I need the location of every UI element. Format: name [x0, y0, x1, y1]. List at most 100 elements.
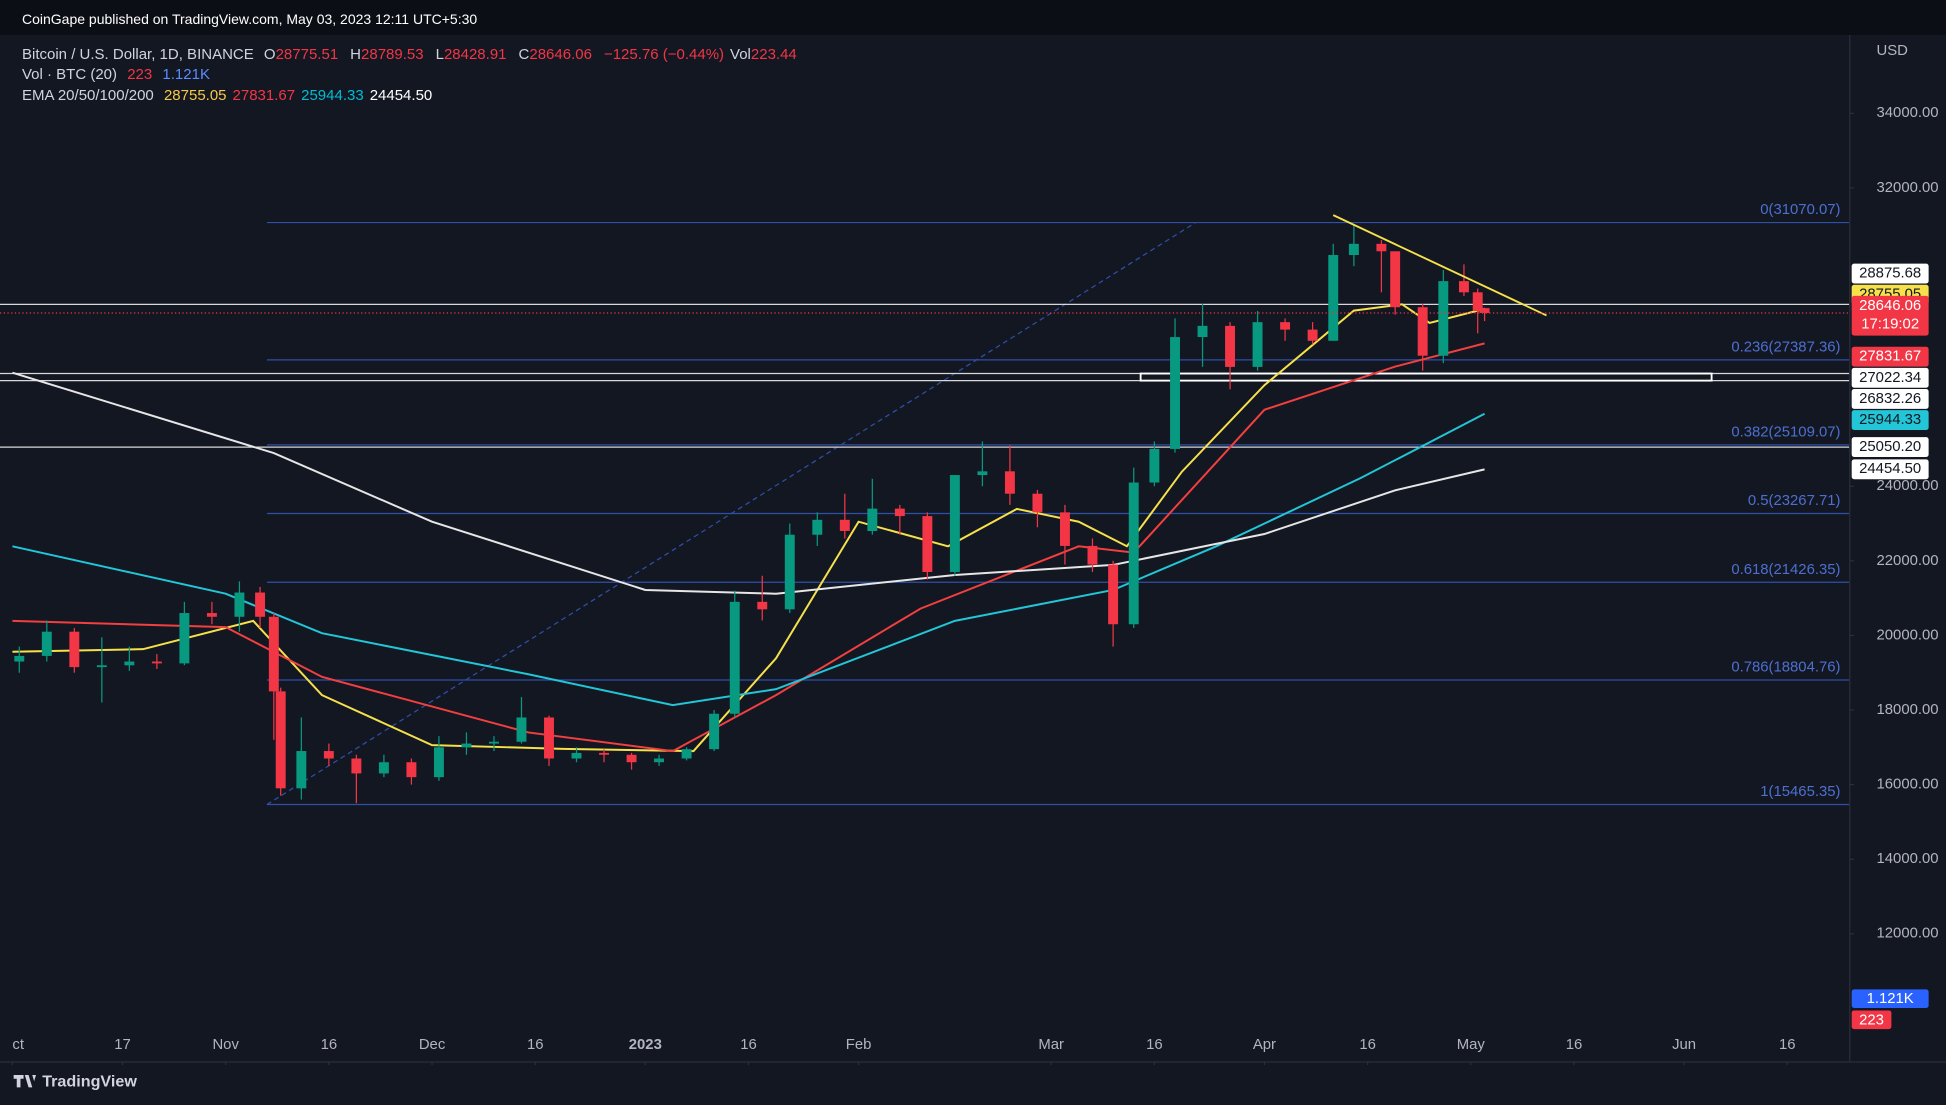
candle-body	[489, 741, 499, 744]
y-tick-label: 20000.00	[1877, 627, 1939, 643]
candle-body	[1170, 337, 1180, 449]
ema-line	[12, 342, 1485, 753]
y-tick-label: 34000.00	[1877, 105, 1939, 121]
y-tick-label: 24000.00	[1877, 478, 1939, 494]
candle-body	[1032, 493, 1043, 513]
ohlc-item: C28646.06	[519, 46, 598, 63]
ohlc-value: 28789.53	[361, 46, 424, 63]
candle-body	[867, 508, 878, 532]
ema-value: 24454.50	[369, 87, 433, 104]
volume-ma-badge	[1851, 989, 1929, 1008]
candle-body	[681, 749, 692, 759]
price-badge	[1851, 437, 1929, 458]
x-tick-label: Dec	[419, 1037, 446, 1053]
ema-value: 25944.33	[301, 87, 364, 104]
candle-body	[275, 691, 286, 789]
candle-body	[1479, 308, 1490, 313]
candle-body	[124, 661, 135, 666]
candle-body	[323, 751, 334, 759]
currency-label: USD	[1877, 43, 1909, 59]
candle-body	[571, 752, 582, 759]
x-tick-label: Nov	[212, 1037, 239, 1053]
candle-body	[784, 534, 795, 610]
volume-last: 223	[127, 66, 153, 83]
legend-volume-row: Vol · BTC (20) 223 1.121K	[22, 65, 216, 85]
price-badge-label: 28875.68	[1859, 266, 1921, 282]
candle-body	[1348, 243, 1359, 256]
ema-study: EMA 20/50/100/200	[22, 87, 154, 104]
legend-symbol-row: Bitcoin / U.S. Dollar, 1D, BINANCE O2877…	[22, 45, 809, 65]
fib-label: 0.786(18804.76)	[1731, 660, 1840, 676]
candle-body	[96, 665, 107, 668]
candle-body	[1149, 448, 1160, 483]
ema-line	[12, 412, 1486, 707]
candle-body	[1087, 545, 1098, 565]
price-badge	[1851, 295, 1929, 336]
candle-body	[1004, 471, 1015, 494]
candle-body	[69, 631, 80, 668]
candle-body	[378, 762, 389, 774]
support-zone	[1139, 372, 1713, 382]
x-tick-label: 16	[1146, 1037, 1163, 1053]
candle-body	[296, 751, 307, 789]
price-badge-label: 27022.34	[1859, 370, 1921, 386]
candle-body	[544, 717, 554, 759]
candle-body	[1472, 292, 1483, 311]
ohlc-item: H28789.53	[350, 46, 429, 63]
price-badge-label: 27831.67	[1859, 349, 1921, 365]
candle-body	[14, 655, 25, 662]
x-tick-label: 2023	[629, 1037, 662, 1053]
volume-last-badge-label: 223	[1859, 1012, 1884, 1028]
candle-body	[41, 631, 52, 656]
candle-body	[922, 516, 933, 573]
candle-body	[812, 519, 823, 535]
y-tick-label: 14000.00	[1877, 851, 1939, 867]
price-badge-label: 25944.33	[1859, 412, 1921, 428]
y-tick-label: 18000.00	[1877, 702, 1939, 718]
x-tick-label: May	[1457, 1037, 1486, 1053]
legend-ema-row: EMA 20/50/100/200 28755.05 27831.67 25944.…	[22, 86, 438, 106]
fib-label: 0.5(23267.71)	[1748, 493, 1841, 509]
price-badge	[1851, 459, 1929, 480]
candle-body	[151, 661, 162, 664]
ema-value: 27831.67	[232, 87, 296, 104]
candle-body	[1458, 281, 1469, 293]
candle-body	[1059, 512, 1070, 546]
candle-body	[516, 717, 527, 742]
x-tick-label: 17	[114, 1037, 131, 1053]
candle-body	[729, 601, 740, 714]
ema-value: 28755.05	[163, 87, 227, 104]
candle-body	[179, 613, 190, 664]
candle-body	[1197, 325, 1208, 338]
candle-body	[1252, 322, 1263, 367]
price-badge	[1851, 263, 1929, 284]
ema-line	[12, 371, 1485, 595]
candle-body	[1225, 325, 1236, 367]
candle-body	[206, 613, 217, 617]
fib-label: 0.236(27387.36)	[1731, 339, 1840, 355]
y-tick-label: 32000.00	[1877, 180, 1939, 196]
vol-item: Vol223.44	[730, 46, 803, 63]
change: −125.76 (−0.44%)	[603, 46, 725, 63]
candle-body	[839, 519, 850, 532]
plot: 0(31070.07) 0.236(27387.36) 0.382(25109.07…	[0, 202, 1850, 806]
price-badge-label: 25050.20	[1859, 439, 1921, 455]
candle-body	[1307, 329, 1318, 341]
price-badge	[1851, 388, 1929, 409]
vol-key: Vol	[730, 46, 751, 63]
x-tick-label: 16	[527, 1037, 544, 1053]
x-tick-label: 16	[1566, 1037, 1583, 1053]
fib-label: 0.618(21426.35)	[1731, 562, 1840, 578]
y-tick-label: 12000.00	[1877, 926, 1939, 942]
candle-body	[709, 713, 720, 750]
volume-last-badge	[1851, 1010, 1892, 1030]
candle-body	[1417, 307, 1428, 356]
footer-brand: TradingView	[42, 1073, 137, 1091]
price-badge	[1851, 367, 1929, 388]
candle-body	[351, 758, 362, 774]
fib-label: 0.382(25109.07)	[1731, 424, 1840, 440]
candle-body	[949, 475, 960, 573]
candle-body	[757, 601, 768, 610]
ohlc-key: C	[518, 46, 530, 63]
